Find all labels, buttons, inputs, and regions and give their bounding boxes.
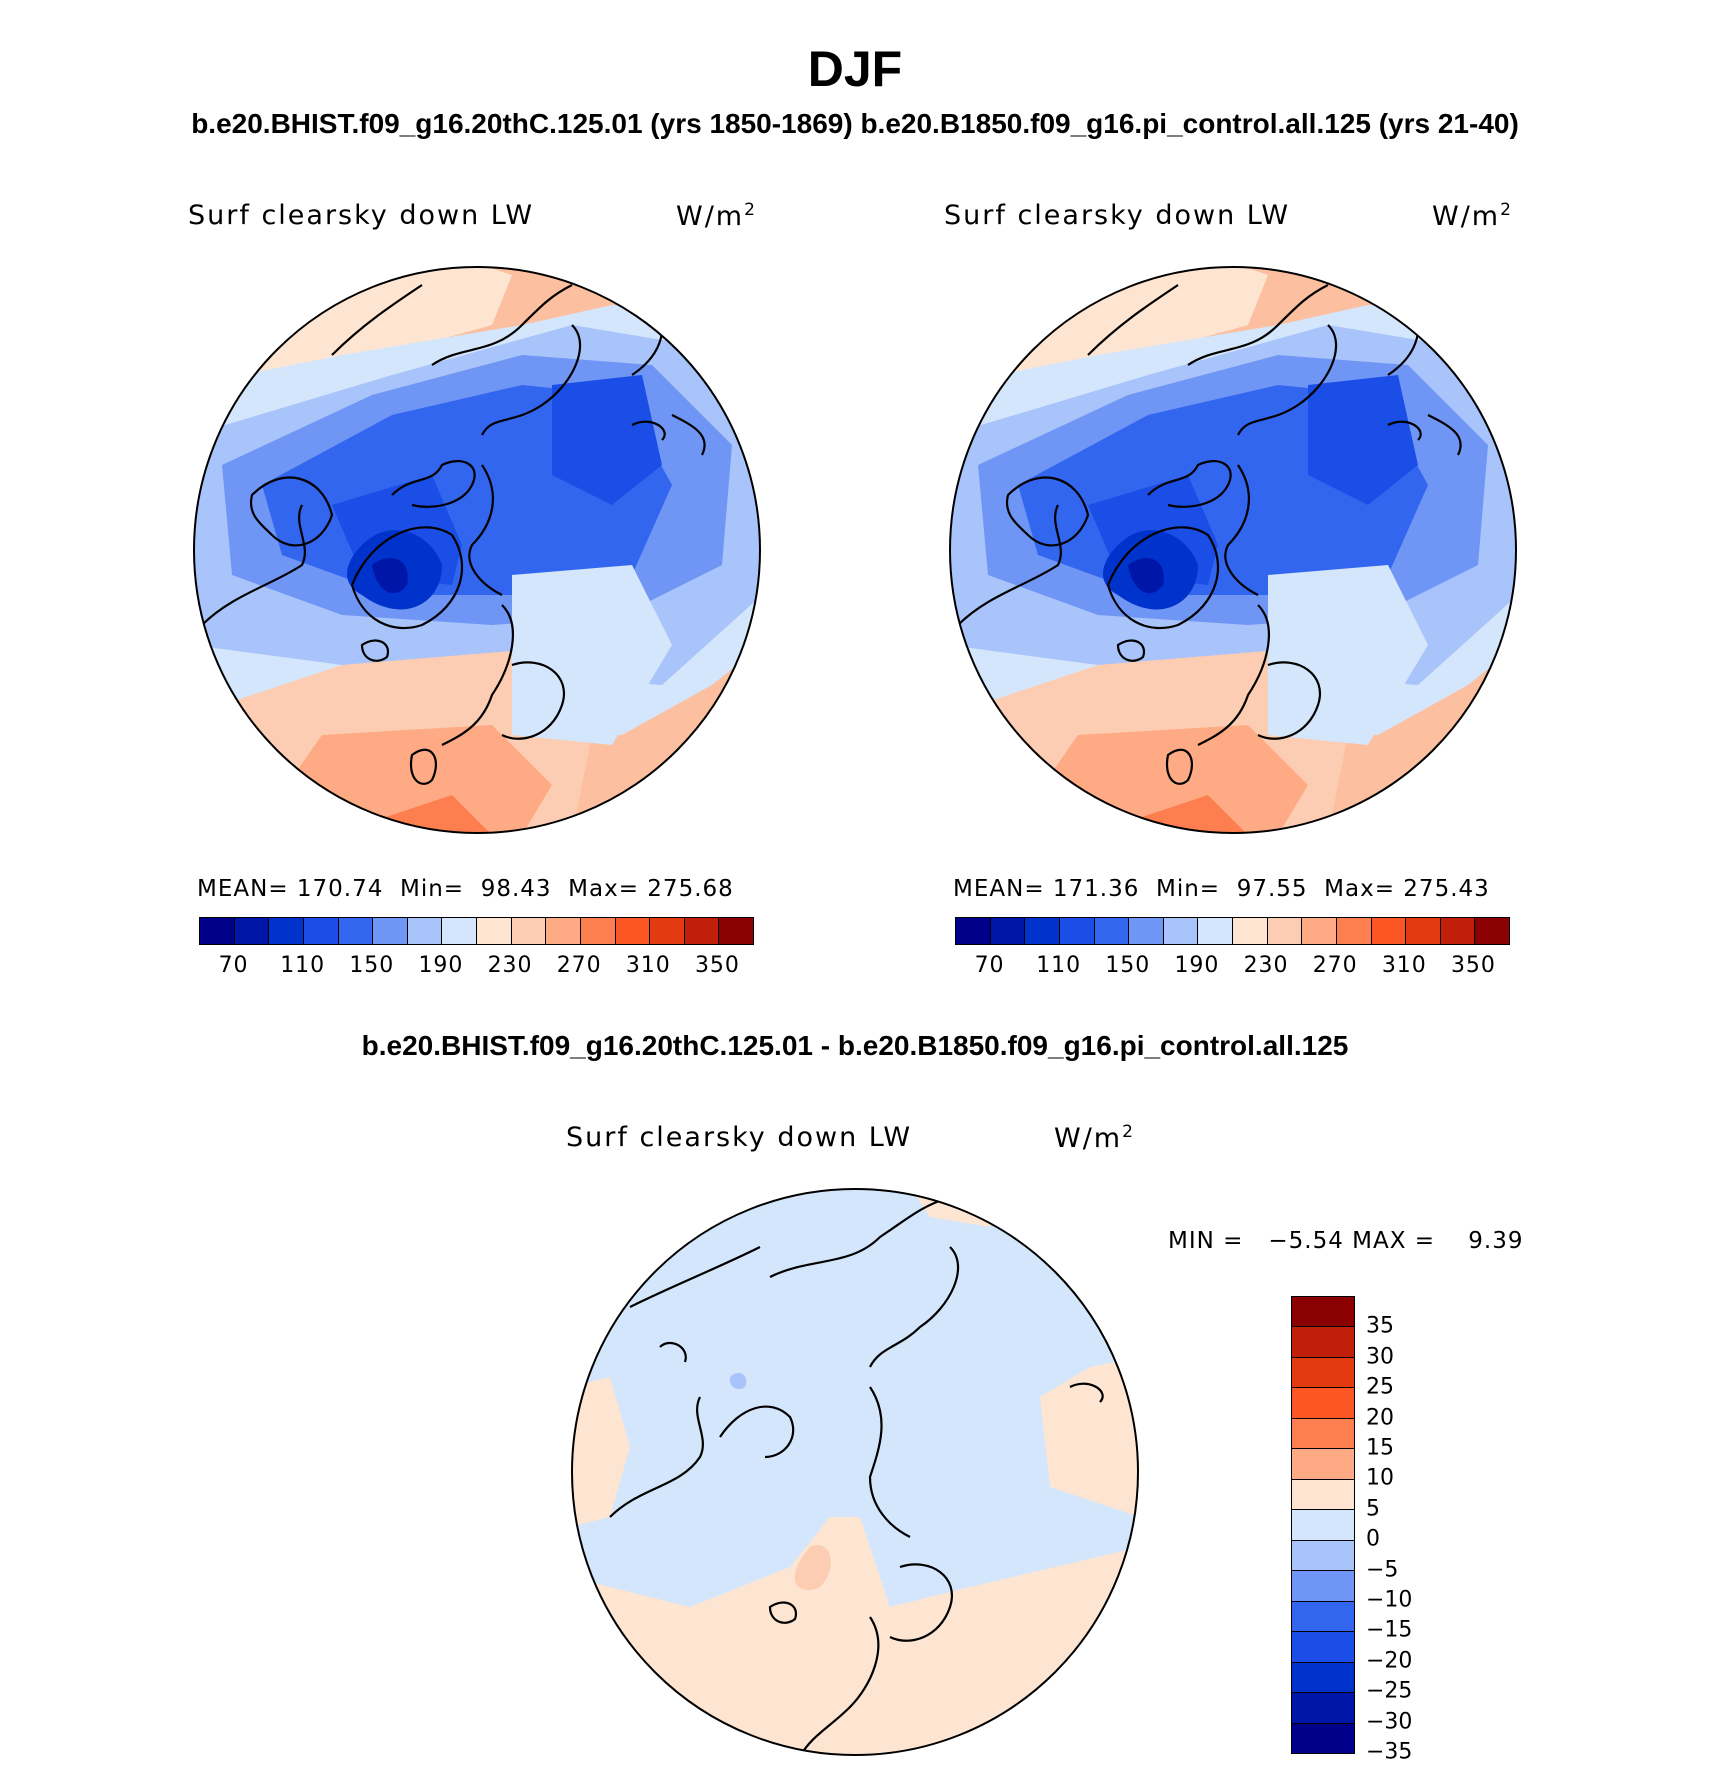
diff-colorbar-swatch: [1292, 1571, 1354, 1602]
panel2-colorbar-tick-label: 230: [1243, 953, 1289, 978]
panel2-colorbar-swatch: [1233, 918, 1268, 944]
panel2-colorbar-swatch: [1163, 918, 1199, 944]
panel2-colorbar-swatch: [956, 918, 991, 944]
diff-colorbar-tick-label: 15: [1366, 1435, 1394, 1461]
diff-colorbar-swatch: [1292, 1632, 1354, 1663]
panel1-colorbar-swatch: [719, 918, 753, 944]
diff-colorbar: [1291, 1296, 1355, 1754]
panel1-colorbar-swatch: [269, 918, 304, 944]
panel1-colorbar-swatch: [684, 918, 720, 944]
panel1-colorbar-tick-label: 310: [625, 953, 671, 978]
panel2-colorbar-swatch: [1371, 918, 1407, 944]
panel1-colorbar-labels: 70 110 150 190 230 270 310 350: [199, 953, 752, 983]
panel2-colorbar-swatch: [1094, 918, 1130, 944]
panel1-variable-label: Surf clearsky down LW: [188, 200, 535, 231]
diff-colorbar-swatch: [1292, 1388, 1354, 1419]
diff-colorbar-swatch: [1292, 1601, 1354, 1633]
panel2-colorbar-swatch: [990, 918, 1026, 944]
panel1-colorbar-swatch: [373, 918, 408, 944]
panel1-polar-map: [193, 266, 761, 834]
panel1-colorbar-swatch: [511, 918, 547, 944]
panel1-stats: MEAN= 170.74 Min= 98.43 Max= 275.68: [197, 876, 734, 902]
panel2-polar-map: [949, 266, 1517, 834]
panel1-colorbar-tick-label: 70: [218, 953, 249, 978]
diff-colorbar-swatch: [1292, 1357, 1354, 1389]
panel2-colorbar-swatch: [1025, 918, 1060, 944]
diff-subtitle: b.e20.BHIST.f09_g16.20thC.125.01 - b.e20…: [361, 1030, 1349, 1061]
diff-colorbar-swatch: [1292, 1327, 1354, 1358]
panel2-colorbar-swatch: [1059, 918, 1095, 944]
panel2-colorbar-tick-label: 190: [1174, 953, 1220, 978]
panel3-units: W/m2: [1054, 1122, 1135, 1154]
panel1-colorbar-swatch: [615, 918, 651, 944]
panel1-colorbar-swatch: [650, 918, 685, 944]
panel1-colorbar: [199, 917, 754, 945]
panel2-colorbar-tick-label: 270: [1312, 953, 1358, 978]
diff-colorbar-tick-label: 25: [1366, 1374, 1394, 1400]
panel1-colorbar-swatch: [234, 918, 270, 944]
diff-colorbar-tick-label: −20: [1366, 1648, 1413, 1674]
diff-colorbar-tick-label: −5: [1366, 1557, 1399, 1583]
diff-colorbar-tick-label: 0: [1366, 1526, 1380, 1552]
diff-colorbar-tick-label: −25: [1366, 1678, 1413, 1704]
panel1-colorbar-tick-label: 270: [556, 953, 602, 978]
panel2-colorbar-tick-label: 110: [1036, 953, 1082, 978]
panel1-colorbar-swatch: [580, 918, 616, 944]
diff-colorbar-tick-label: −10: [1366, 1587, 1413, 1613]
panel1-colorbar-tick-label: 110: [280, 953, 326, 978]
diff-colorbar-labels: 35 30 25 20 15 10 5 0 −5 −10 −15 −20 −25 −30 −35: [1366, 1296, 1446, 1765]
diff-colorbar-tick-label: 35: [1366, 1313, 1394, 1339]
diff-colorbar-tick-label: 5: [1366, 1496, 1380, 1522]
panel2-stats: MEAN= 171.36 Min= 97.55 Max= 275.43: [953, 876, 1490, 902]
diff-colorbar-swatch: [1292, 1540, 1354, 1572]
diff-colorbar-tick-label: 20: [1366, 1405, 1394, 1431]
top-subtitle: b.e20.BHIST.f09_g16.20thC.125.01 (yrs 18…: [191, 108, 1519, 139]
diff-colorbar-swatch: [1292, 1693, 1354, 1724]
panel3-stats: MIN = −5.54 MAX = 9.39: [1168, 1228, 1524, 1254]
diff-colorbar-swatch: [1292, 1479, 1354, 1511]
panel1-colorbar-swatch: [200, 918, 235, 944]
panel2-colorbar-tick-label: 150: [1105, 953, 1151, 978]
diff-colorbar-tick-label: −35: [1366, 1739, 1413, 1765]
panel1-units: W/m2: [676, 200, 757, 232]
panel1-colorbar-swatch: [338, 918, 374, 944]
diff-colorbar-tick-label: −30: [1366, 1709, 1413, 1735]
panel2-colorbar-swatch: [1440, 918, 1476, 944]
panel2-colorbar-labels: 70 110 150 190 230 270 310 350: [955, 953, 1508, 983]
panel2-colorbar-tick-label: 70: [974, 953, 1005, 978]
panel2-colorbar-swatch: [1406, 918, 1441, 944]
diff-colorbar-swatch: [1292, 1510, 1354, 1541]
panel1-colorbar-swatch: [407, 918, 443, 944]
panel1-colorbar-swatch: [546, 918, 581, 944]
diff-colorbar-swatch: [1292, 1418, 1354, 1450]
panel1-colorbar-tick-label: 350: [694, 953, 740, 978]
diff-colorbar-swatch: [1292, 1297, 1354, 1328]
panel2-colorbar-swatch: [1336, 918, 1372, 944]
panel3-polar-map: [571, 1188, 1139, 1756]
panel1-colorbar-swatch: [303, 918, 339, 944]
panel2-units: W/m2: [1432, 200, 1513, 232]
diff-colorbar-tick-label: 30: [1366, 1344, 1394, 1370]
main-title: DJF: [807, 41, 903, 97]
panel2-colorbar-swatch: [1198, 918, 1233, 944]
panel1-colorbar-tick-label: 230: [487, 953, 533, 978]
panel1-colorbar-tick-label: 190: [418, 953, 464, 978]
diff-colorbar-swatch: [1292, 1449, 1354, 1480]
diff-colorbar-swatch: [1292, 1662, 1354, 1694]
panel1-colorbar-swatch: [477, 918, 512, 944]
panel2-colorbar-tick-label: 350: [1450, 953, 1496, 978]
panel2-colorbar: [955, 917, 1510, 945]
panel2-colorbar-swatch: [1302, 918, 1337, 944]
panel2-colorbar-swatch: [1129, 918, 1164, 944]
diff-colorbar-swatch: [1292, 1723, 1354, 1754]
panel2-colorbar-swatch: [1475, 918, 1509, 944]
panel2-colorbar-tick-label: 310: [1381, 953, 1427, 978]
panel1-colorbar-swatch: [442, 918, 477, 944]
panel1-colorbar-tick-label: 150: [349, 953, 395, 978]
diff-colorbar-tick-label: 10: [1366, 1465, 1394, 1491]
panel2-colorbar-swatch: [1267, 918, 1303, 944]
diff-colorbar-tick-label: −15: [1366, 1617, 1413, 1643]
panel3-variable-label: Surf clearsky down LW: [566, 1122, 913, 1153]
panel2-variable-label: Surf clearsky down LW: [944, 200, 1291, 231]
